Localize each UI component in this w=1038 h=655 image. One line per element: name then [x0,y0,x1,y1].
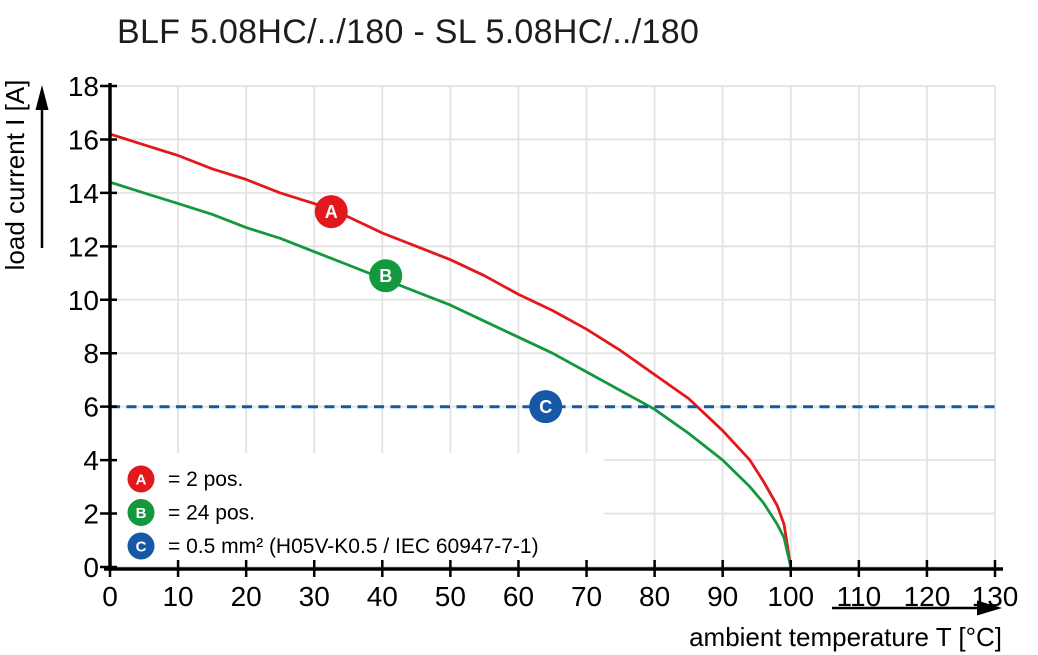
y-tick-label: 4 [83,445,99,476]
x-tick-label: 70 [571,581,602,612]
legend-badge-C [127,532,155,560]
x-tick-label: 0 [102,581,118,612]
x-tick-label: 90 [707,581,738,612]
legend-badge-B [127,499,155,526]
legend-label-B: = 24 pos. [168,502,255,525]
marker-badge-A [314,195,348,229]
y-tick-label: 0 [83,552,99,583]
y-axis-arrow-icon [35,85,49,110]
x-axis-label: ambient temperature T [°C] [689,622,1002,652]
y-tick-label: 10 [68,285,99,316]
y-axis-label: load current I [A] [0,80,30,271]
x-tick-label: 40 [367,581,398,612]
marker-badge-letter-B: B [379,266,392,286]
x-tick-label: 10 [162,581,193,612]
y-tick-label: 14 [68,178,99,209]
x-tick-label: 20 [231,581,262,612]
legend-badge-letter-C: C [136,539,147,556]
curve-B [109,180,793,568]
y-tick-label: 6 [83,392,99,423]
marker-badge-letter-C: C [539,397,552,417]
x-tick-label: 80 [639,581,670,612]
legend-badge-letter-A: A [136,472,147,489]
y-tick-label: 16 [68,124,99,155]
x-tick-label: 100 [767,581,814,612]
y-tick-label: 18 [68,71,99,102]
x-tick-label: 60 [503,581,534,612]
y-tick-label: 8 [83,338,99,369]
x-tick-label: 30 [299,581,330,612]
marker-badge-letter-A: A [325,202,338,222]
curve-A [109,132,793,568]
marker-badge-C [529,390,563,424]
x-tick-label: 50 [435,581,466,612]
y-tick-label: 12 [68,231,99,262]
legend-label-A: = 2 pos. [168,468,243,491]
legend-label-C: = 0.5 mm² (H05V-K0.5 / IEC 60947-7-1) [168,535,539,558]
x-axis-arrow-icon [977,600,1002,616]
legend-box [114,453,604,565]
legend-badge-letter-B: B [136,505,147,522]
marker-badge-B [369,259,403,293]
chart-title: BLF 5.08HC/../180 - SL 5.08HC/../180 [117,13,700,51]
legend-badge-A [127,465,155,493]
y-tick-label: 2 [83,499,99,530]
